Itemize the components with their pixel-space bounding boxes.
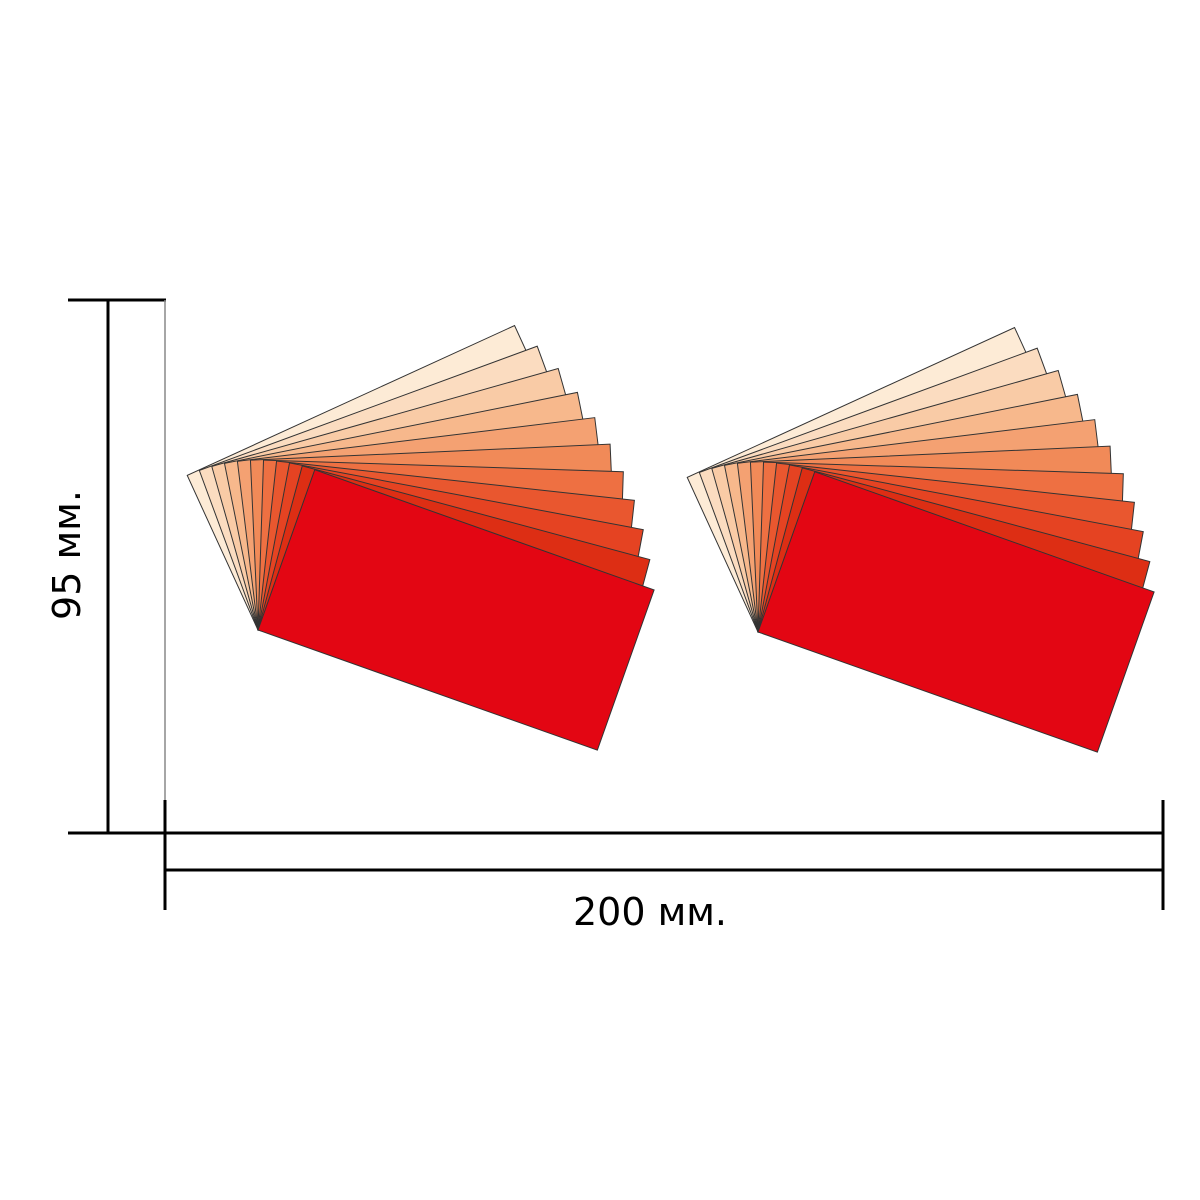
height-label: 95 мм. [45,490,89,620]
width-label: 200 мм. [573,890,727,934]
card-fans [186,324,1155,753]
card [257,469,655,751]
card [757,471,1155,753]
